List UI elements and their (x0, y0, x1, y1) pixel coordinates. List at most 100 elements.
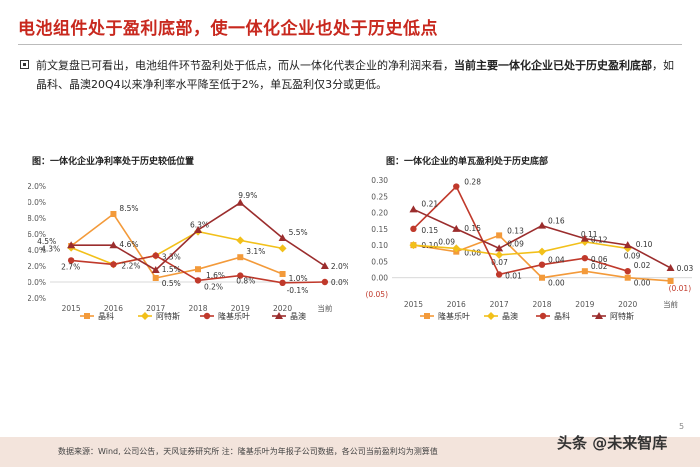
data-point (581, 268, 588, 275)
data-label: 3.3% (162, 253, 181, 262)
y-tick-label: 10.0% (28, 198, 46, 207)
y-tick-label: 0.05 (371, 257, 388, 266)
data-point (495, 250, 504, 259)
data-point (279, 279, 286, 286)
data-label: 0.16 (548, 217, 565, 226)
data-label: 0.15 (421, 226, 438, 235)
summary-paragraph: 前文复盘已可看出，电池组件环节盈利处于低点，而从一体化代表企业的净利润来看，当前… (20, 56, 676, 94)
x-tick-label: 2015 (62, 304, 81, 313)
data-point (152, 252, 159, 259)
data-point (667, 277, 674, 284)
data-point (539, 274, 545, 281)
data-label: 0.2% (204, 282, 223, 291)
x-tick-label: 2015 (404, 300, 423, 309)
data-label: 0.02 (634, 261, 651, 270)
page-number: 5 (679, 422, 685, 431)
series-0: 4.5% 8.5% 0.5% 1.6% 3.1% 1.0% (37, 204, 307, 288)
data-point (409, 241, 418, 250)
y-tick-label: (0.05) (365, 290, 388, 299)
data-label: 0.5% (162, 279, 181, 288)
data-label: 2.0% (331, 262, 348, 271)
series-line (412, 185, 628, 276)
data-point (237, 272, 244, 279)
data-point (236, 236, 245, 245)
data-label: 0.00 (634, 279, 651, 288)
data-point (194, 226, 202, 233)
data-point (453, 183, 460, 190)
data-point (666, 263, 675, 271)
legend-label: 晶澳 (502, 311, 518, 320)
data-label: 0.04 (548, 256, 565, 265)
x-tick-label: 当前 (317, 303, 332, 313)
data-point (409, 205, 418, 213)
data-label: 0.02 (591, 262, 608, 271)
x-tick-label: 2018 (188, 304, 207, 313)
y-tick-label: 12.0% (28, 182, 46, 191)
watermark: 头条 @未来智库 (557, 434, 668, 452)
data-point (624, 268, 631, 275)
data-label: 0.12 (591, 236, 608, 245)
data-point (495, 271, 503, 278)
data-label: 0.01 (505, 271, 522, 280)
y-tick-label: 2.0% (28, 262, 46, 271)
data-point (452, 244, 461, 253)
data-point (538, 247, 546, 256)
title-divider (18, 44, 682, 45)
x-tick-label: 2016 (447, 300, 466, 309)
series-line (71, 201, 326, 271)
x-tick-label: 2019 (231, 304, 250, 313)
legend-entry: 晶澳 (272, 311, 306, 320)
legend-marker (539, 312, 547, 320)
data-label: 1.5% (162, 265, 181, 274)
legend-marker (275, 312, 283, 319)
legend-label: 阿特斯 (610, 311, 634, 320)
data-point (67, 257, 75, 264)
legend-label: 阿特斯 (156, 311, 180, 320)
legend-label: 晶科 (98, 311, 114, 320)
data-point (195, 266, 201, 273)
data-point (581, 254, 589, 262)
data-point (538, 221, 546, 229)
data-label: 0.11 (581, 230, 598, 239)
bullet-icon (20, 60, 29, 69)
data-source-note: 数据来源：Wind, 公司公告，天风证券研究所 注：隆基乐叶为年报子公司数据，各… (58, 447, 438, 456)
data-point (109, 241, 118, 249)
data-label: 0.28 (464, 178, 481, 187)
series-3: 0.210.150.090.160.120.100.03 (409, 199, 693, 273)
data-label: 9.9% (238, 191, 257, 200)
summary-tail-text: ，如晶科、晶澳20Q4以来净利率水平降至低于2%，单瓦盈利仅3分或更低。 (36, 59, 674, 91)
legend-entry: 阿特斯 (592, 311, 634, 320)
legend-marker (203, 312, 211, 320)
per-watt-profit-chart: 图：一体化企业的单瓦盈利处于历史底部 0.30 0.25 0.20 0.15 0.10 0… (360, 150, 695, 320)
data-label: 3.1% (246, 247, 265, 256)
data-point (279, 271, 286, 277)
data-label: (0.01) (669, 284, 692, 293)
legend-entry: 隆基乐叶 (420, 311, 470, 320)
data-point (623, 241, 632, 249)
data-point (237, 254, 244, 261)
data-label: 8.5% (119, 204, 138, 213)
data-label: 0.09 (507, 239, 524, 248)
x-tick-label: 2017 (490, 300, 509, 309)
data-label: 4.6% (119, 240, 138, 249)
data-point (278, 244, 287, 253)
data-point (580, 234, 589, 242)
net-margin-chart: 图：一体化企业净利率处于历史较低位置 12.0% 10.0% 8.0% 6.0% 4.0… (28, 150, 348, 320)
summary-bold-text: 当前主要一体化企业已处于历史盈利底部 (454, 59, 652, 72)
data-point (538, 261, 546, 268)
y-tick-label: 6.0% (28, 230, 46, 239)
data-point (320, 262, 329, 269)
x-tick-label: 2019 (575, 300, 594, 309)
legend-entry: 晶科 (536, 311, 570, 320)
legend-label: 晶澳 (290, 311, 306, 320)
data-point (151, 266, 160, 273)
series-2: 2.7% 2.2% 3.3% 0.2% 0.8% -0.1% 0.0% (61, 252, 348, 295)
data-label: 0.09 (624, 251, 641, 260)
data-label: 0.15 (464, 224, 481, 233)
data-label: 1.0% (289, 274, 308, 283)
page-title: 电池组件处于盈利底部，使一体化企业也处于历史低点 (18, 19, 438, 39)
summary-normal-text: 前文复盘已可看出，电池组件环节盈利处于低点，而从一体化代表企业的净利润来看， (36, 59, 454, 72)
chart-title: 图：一体化企业的单瓦盈利处于历史底部 (386, 157, 549, 167)
chart-plot: 0.30 0.25 0.20 0.15 0.10 0.05 0.00 (0.05) 2015 20… (365, 176, 693, 320)
y-tick-label: 0.25 (371, 192, 388, 201)
